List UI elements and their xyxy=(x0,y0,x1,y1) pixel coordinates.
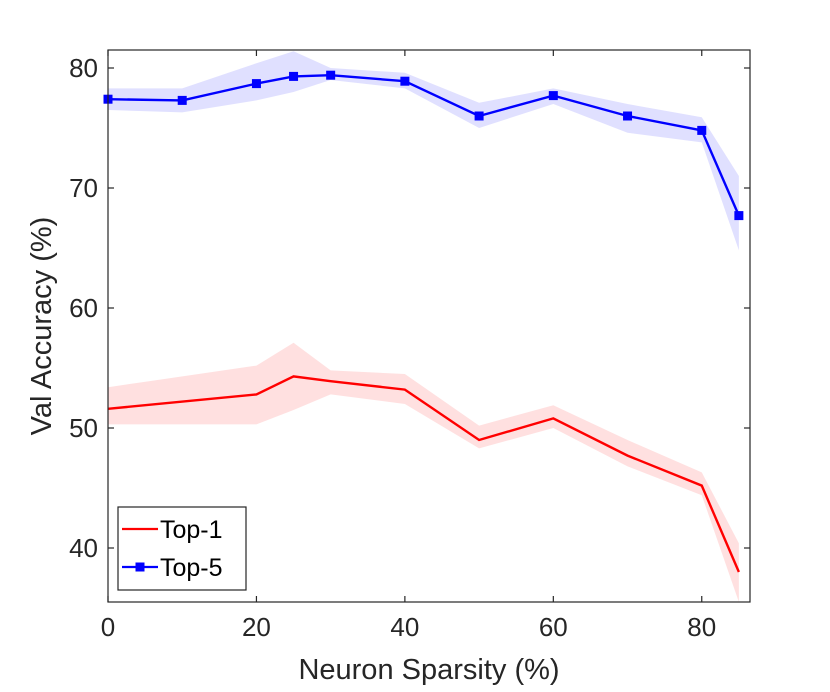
marker-top-5-85 xyxy=(734,211,744,221)
x-tick-label-0: 0 xyxy=(101,612,115,642)
series-lines xyxy=(107,73,740,573)
legend-label-top-1: Top-1 xyxy=(160,516,223,544)
x-tick-label-20: 20 xyxy=(242,612,271,642)
series-markers xyxy=(103,70,744,221)
x-tick-label-40: 40 xyxy=(390,612,419,642)
y-tick-label-60: 60 xyxy=(69,293,98,323)
marker-top-5-80 xyxy=(697,125,707,135)
marker-top-5-10 xyxy=(177,95,187,105)
marker-top-5-50 xyxy=(474,111,484,121)
legend-label-top-5: Top-5 xyxy=(160,554,223,582)
y-tick-labels: 40 50 60 70 80 xyxy=(69,53,98,563)
legend-marker-top-5 xyxy=(135,562,145,572)
y-tick-label-80: 80 xyxy=(69,53,98,83)
x-axis-title: Neuron Sparsity (%) xyxy=(298,654,559,686)
marker-top-5-70 xyxy=(623,111,633,121)
marker-top-5-25 xyxy=(289,71,299,81)
axis-ticks xyxy=(107,50,750,602)
y-tick-label-50: 50 xyxy=(69,413,98,443)
line-top-1 xyxy=(107,375,740,573)
confidence-bands xyxy=(108,51,739,602)
x-tick-labels: 0 20 40 60 80 xyxy=(101,612,716,642)
marker-top-5-30 xyxy=(326,70,336,80)
y-tick-label-70: 70 xyxy=(69,173,98,203)
x-tick-label-60: 60 xyxy=(539,612,568,642)
marker-top-5-40 xyxy=(400,76,410,86)
marker-top-5-60 xyxy=(548,91,558,101)
x-tick-label-80: 80 xyxy=(687,612,716,642)
y-tick-label-40: 40 xyxy=(69,533,98,563)
y-axis-title: Val Accuracy (%) xyxy=(26,217,58,436)
legend-box xyxy=(117,506,247,591)
band-top-1 xyxy=(108,342,739,602)
plot-frame xyxy=(107,49,751,603)
band-top-5 xyxy=(108,51,739,251)
legend: Top-1 Top-5 xyxy=(117,506,247,591)
marker-top-5-20 xyxy=(251,79,261,89)
